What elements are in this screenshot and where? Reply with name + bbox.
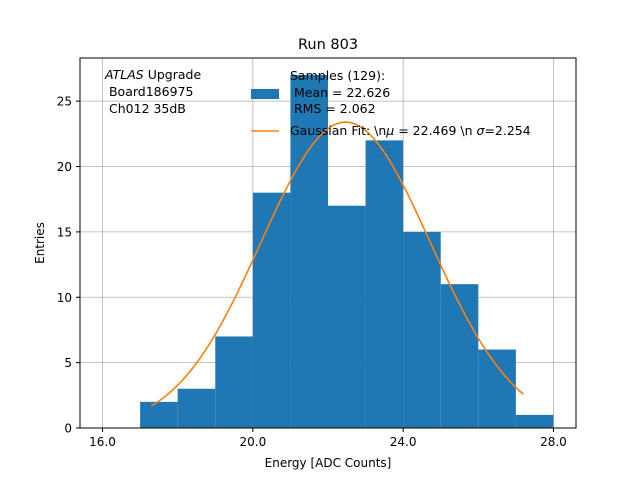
legend-fit-sigma-value: =2.254	[484, 123, 530, 138]
x-axis-ticks: 16.0 20.0 24.0 28.0	[89, 428, 567, 449]
histogram-bar-9	[478, 349, 516, 428]
histogram-bar-6	[365, 140, 404, 428]
annotation-channel: Ch012 35dB	[105, 101, 186, 116]
y-tick-label-4: 20	[57, 160, 72, 174]
histogram-bar-5	[328, 205, 366, 428]
y-tick-label-3: 15	[57, 225, 72, 239]
x-axis-label: Energy [ADC Counts]	[265, 456, 392, 470]
gaussian-fit-curve	[150, 121, 524, 407]
x-tick-label-2: 24.0	[390, 435, 417, 449]
histogram-bars	[140, 74, 554, 429]
legend-fit-mu-symbol: μ	[385, 123, 394, 138]
atlas-annotation: ATLAS Upgrade Board186975 Ch012 35dB	[104, 67, 201, 116]
legend-mean-label: Mean = 22.626	[290, 85, 390, 100]
y-axis-ticks: 0 5 10 15 20 25	[57, 95, 80, 436]
annotation-upgrade: Upgrade	[144, 67, 202, 82]
gaussian-fit-curve-group	[150, 121, 524, 407]
axes-frame	[79, 57, 577, 429]
legend-fit-label: Gaussian Fit: \nμ = 22.469 \n σ=2.254	[290, 123, 531, 138]
histogram-bar-8	[440, 284, 479, 428]
legend-fit-sigma-symbol: σ	[477, 123, 486, 138]
legend-hist-swatch	[251, 89, 279, 99]
y-axis-label: Entries	[33, 222, 47, 264]
histogram-bar-7	[403, 231, 441, 428]
histogram-bar-3	[252, 192, 291, 428]
histogram-bar-10	[515, 414, 554, 428]
x-tick-label-1: 20.0	[239, 435, 266, 449]
histogram-bar-2	[215, 336, 253, 428]
annotation-atlas: ATLAS	[104, 67, 144, 82]
histogram-bar-1	[177, 388, 216, 428]
y-tick-label-2: 10	[57, 291, 72, 305]
legend-fit-mu-value: = 22.469 \n	[394, 123, 476, 138]
legend-fit-name: Gaussian Fit: \n	[290, 123, 386, 138]
chart-title: Run 803	[298, 37, 358, 53]
annotation-board: Board186975	[105, 84, 193, 99]
legend-samples-label: Samples (129):	[290, 68, 385, 83]
y-tick-label-0: 0	[64, 422, 72, 436]
y-tick-label-5: 25	[57, 95, 72, 109]
histogram-bar-0	[140, 401, 178, 428]
x-tick-label-3: 28.0	[540, 435, 567, 449]
annotation-line-1: ATLAS Upgrade	[104, 67, 201, 82]
y-tick-label-1: 5	[64, 356, 72, 370]
legend-rms-label: RMS = 2.062	[290, 101, 376, 116]
legend: Samples (129): Mean = 22.626 RMS = 2.062…	[251, 68, 531, 138]
x-tick-label-0: 16.0	[89, 435, 116, 449]
